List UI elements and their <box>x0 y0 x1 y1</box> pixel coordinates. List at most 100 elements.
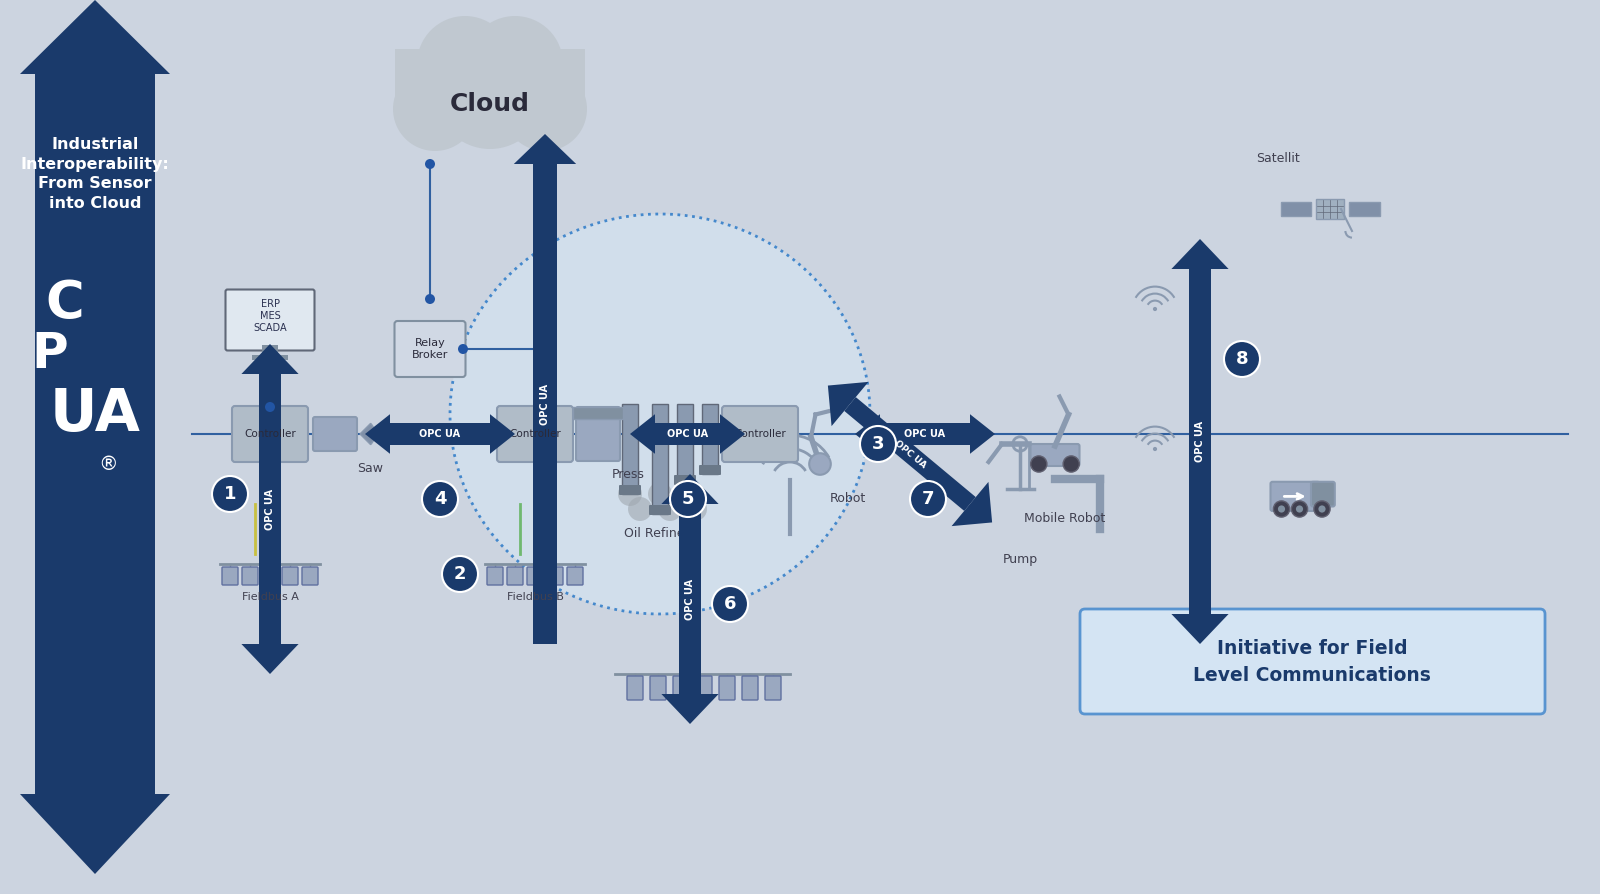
Text: Fieldbus B: Fieldbus B <box>507 592 563 602</box>
FancyBboxPatch shape <box>718 676 734 700</box>
Circle shape <box>627 497 653 521</box>
FancyBboxPatch shape <box>390 423 490 445</box>
Text: 4: 4 <box>434 490 446 508</box>
FancyBboxPatch shape <box>576 407 621 461</box>
Circle shape <box>442 556 478 592</box>
Circle shape <box>418 16 514 112</box>
Polygon shape <box>720 414 746 454</box>
Text: Controller: Controller <box>245 429 296 439</box>
Circle shape <box>426 294 435 304</box>
Text: Pump: Pump <box>1003 552 1037 566</box>
Text: P: P <box>32 330 69 378</box>
FancyBboxPatch shape <box>259 374 282 644</box>
FancyBboxPatch shape <box>282 567 298 585</box>
Ellipse shape <box>450 214 870 614</box>
FancyBboxPatch shape <box>880 423 970 445</box>
Circle shape <box>810 453 830 475</box>
Polygon shape <box>661 474 718 504</box>
Circle shape <box>458 344 467 354</box>
FancyBboxPatch shape <box>314 417 357 451</box>
Text: OPC UA: OPC UA <box>541 384 550 425</box>
Circle shape <box>910 481 946 517</box>
Text: Industrial
Interoperability:
From Sensor
into Cloud: Industrial Interoperability: From Sensor… <box>21 137 170 211</box>
FancyBboxPatch shape <box>653 404 669 514</box>
Polygon shape <box>854 414 880 454</box>
FancyBboxPatch shape <box>1280 202 1312 215</box>
Text: OPC UA: OPC UA <box>904 429 946 439</box>
Text: 6: 6 <box>723 595 736 613</box>
Circle shape <box>674 482 698 506</box>
FancyBboxPatch shape <box>654 423 720 445</box>
FancyBboxPatch shape <box>742 676 758 700</box>
Text: Fieldbus A: Fieldbus A <box>242 592 299 602</box>
Circle shape <box>1154 447 1157 451</box>
Text: Relay
Broker: Relay Broker <box>411 338 448 359</box>
Circle shape <box>266 402 275 412</box>
Text: OPC UA: OPC UA <box>685 578 694 620</box>
Circle shape <box>541 159 550 169</box>
Circle shape <box>467 16 563 112</box>
FancyBboxPatch shape <box>650 676 666 700</box>
Text: Cloud: Cloud <box>450 92 530 116</box>
Text: 3: 3 <box>872 435 885 453</box>
Polygon shape <box>630 414 654 454</box>
Text: Controller: Controller <box>734 429 786 439</box>
Polygon shape <box>242 344 299 374</box>
FancyBboxPatch shape <box>619 485 642 495</box>
Circle shape <box>1278 505 1285 512</box>
Circle shape <box>394 67 477 151</box>
FancyBboxPatch shape <box>627 676 643 700</box>
FancyBboxPatch shape <box>533 164 557 644</box>
Text: 5: 5 <box>682 490 694 508</box>
FancyBboxPatch shape <box>486 567 502 585</box>
Text: Initiative for Field
Level Communications: Initiative for Field Level Communication… <box>1194 639 1430 685</box>
Text: Oil Refinery: Oil Refinery <box>624 527 696 541</box>
FancyBboxPatch shape <box>702 404 718 474</box>
Text: OPC UA: OPC UA <box>419 429 461 439</box>
Circle shape <box>266 349 275 359</box>
Circle shape <box>1314 501 1330 517</box>
FancyBboxPatch shape <box>222 567 238 585</box>
FancyBboxPatch shape <box>677 404 693 484</box>
Text: 2: 2 <box>454 565 466 583</box>
Text: Robot: Robot <box>830 493 866 505</box>
FancyBboxPatch shape <box>1189 269 1211 614</box>
FancyBboxPatch shape <box>507 567 523 585</box>
Text: UA: UA <box>50 385 141 443</box>
Polygon shape <box>845 397 976 510</box>
Circle shape <box>670 481 706 517</box>
Polygon shape <box>827 382 869 426</box>
Circle shape <box>541 299 550 309</box>
Text: C: C <box>46 278 85 330</box>
FancyBboxPatch shape <box>498 406 573 462</box>
FancyBboxPatch shape <box>547 567 563 585</box>
Polygon shape <box>242 644 299 674</box>
Circle shape <box>648 482 672 506</box>
Circle shape <box>1154 307 1157 311</box>
Text: OPC UA: OPC UA <box>893 438 928 469</box>
Polygon shape <box>952 482 992 527</box>
FancyBboxPatch shape <box>302 567 318 585</box>
Polygon shape <box>1171 614 1229 644</box>
FancyBboxPatch shape <box>674 676 690 700</box>
Circle shape <box>502 67 587 151</box>
Text: OPC UA: OPC UA <box>1195 421 1205 462</box>
FancyBboxPatch shape <box>1315 199 1344 219</box>
Text: 8: 8 <box>1235 350 1248 368</box>
Polygon shape <box>1171 239 1229 269</box>
Polygon shape <box>19 0 170 874</box>
Circle shape <box>422 481 458 517</box>
Circle shape <box>426 159 435 169</box>
FancyBboxPatch shape <box>722 406 798 462</box>
Circle shape <box>1224 341 1261 377</box>
FancyBboxPatch shape <box>566 567 582 585</box>
FancyBboxPatch shape <box>262 567 278 585</box>
FancyBboxPatch shape <box>699 465 722 475</box>
Circle shape <box>211 476 248 512</box>
Polygon shape <box>490 414 515 454</box>
Circle shape <box>1274 501 1290 517</box>
FancyBboxPatch shape <box>232 406 307 462</box>
FancyBboxPatch shape <box>696 676 712 700</box>
Circle shape <box>1062 456 1080 472</box>
FancyBboxPatch shape <box>226 290 315 350</box>
